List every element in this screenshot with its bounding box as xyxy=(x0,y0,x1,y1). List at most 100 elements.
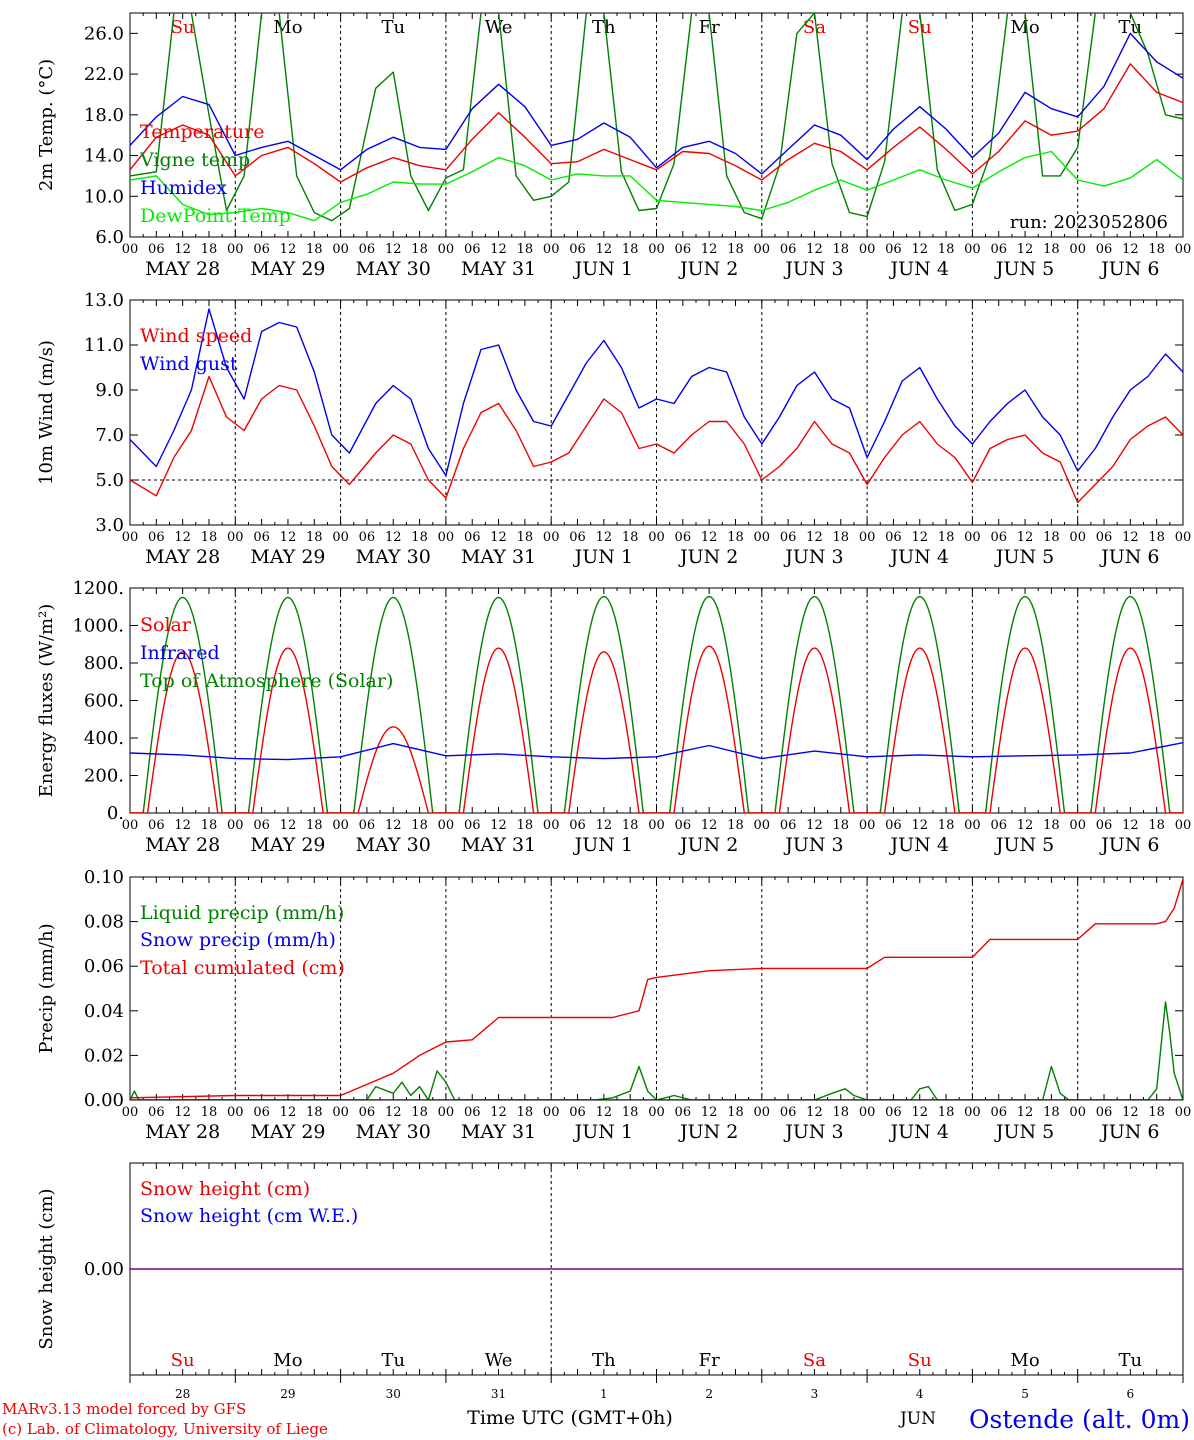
hour-label: 06 xyxy=(148,530,165,545)
hour-label: 06 xyxy=(359,818,376,833)
hour-label: 06 xyxy=(1096,242,1113,257)
hour-label: 06 xyxy=(1096,530,1113,545)
hour-label: 18 xyxy=(306,530,323,545)
day-number: 28 xyxy=(175,1387,190,1401)
hour-label: 12 xyxy=(806,818,823,833)
hour-label: 00 xyxy=(859,242,876,257)
date-label: JUN 4 xyxy=(889,546,949,568)
weekday-label: Fr xyxy=(699,17,720,38)
hour-label: 06 xyxy=(990,818,1007,833)
date-label: JUN 5 xyxy=(994,834,1054,856)
hour-label: 12 xyxy=(806,1105,823,1120)
hour-label: 00 xyxy=(1069,818,1086,833)
weekday-label: We xyxy=(485,17,513,38)
hour-label: 18 xyxy=(833,530,850,545)
legend-entry: Solar xyxy=(140,614,192,636)
hour-label: 12 xyxy=(806,242,823,257)
weekday-label: Th xyxy=(592,17,616,38)
hour-label: 12 xyxy=(385,1105,402,1120)
day-number: 6 xyxy=(1127,1387,1135,1401)
series-line-wind-gust xyxy=(130,308,1183,477)
hour-label: 06 xyxy=(780,818,797,833)
hour-label: 06 xyxy=(1096,818,1113,833)
hour-label: 00 xyxy=(543,242,560,257)
date-label: JUN 5 xyxy=(994,1121,1054,1143)
y-tick-label: 22.0 xyxy=(84,64,124,85)
hour-label: 12 xyxy=(1122,1105,1139,1120)
run-label: run: 2023052806 xyxy=(1010,212,1168,233)
date-label: JUN 1 xyxy=(573,834,633,856)
series-line-vigne-temp xyxy=(130,13,1183,222)
hour-label: 12 xyxy=(174,818,191,833)
hour-label: 06 xyxy=(885,242,902,257)
y-axis-title: 2m Temp. (°C) xyxy=(36,59,57,191)
series-line-temperature xyxy=(130,63,1183,183)
weekday-label: Fr xyxy=(699,1350,720,1371)
hour-label: 12 xyxy=(596,530,613,545)
date-label: MAY 29 xyxy=(250,1121,325,1143)
hour-label: 06 xyxy=(780,1105,797,1120)
hour-label: 18 xyxy=(306,242,323,257)
date-label: MAY 30 xyxy=(356,258,431,280)
hour-label: 00 xyxy=(122,1105,139,1120)
y-axis-title: Precip (mm/h) xyxy=(36,923,57,1053)
legend-entry: Snow height (cm) xyxy=(140,1178,310,1200)
hour-label: 06 xyxy=(148,818,165,833)
hour-label: 00 xyxy=(543,818,560,833)
hour-label: 00 xyxy=(332,530,349,545)
hour-label: 00 xyxy=(227,1105,244,1120)
hour-label: 00 xyxy=(754,818,771,833)
hour-label: 12 xyxy=(701,242,718,257)
legend-entry: Temperature xyxy=(140,121,264,143)
weekday-label: Mo xyxy=(273,17,302,38)
date-label: JUN 6 xyxy=(1099,1121,1159,1143)
hour-label: 06 xyxy=(675,530,692,545)
weekday-label: Su xyxy=(908,17,932,38)
hour-label: 06 xyxy=(675,1105,692,1120)
hour-label: 12 xyxy=(490,530,507,545)
credit-line-1: MARv3.13 model forced by GFS xyxy=(2,1400,246,1418)
hour-label: 18 xyxy=(938,530,955,545)
hour-label: 18 xyxy=(201,530,218,545)
hour-label: 06 xyxy=(359,242,376,257)
date-label: JUN 4 xyxy=(889,834,949,856)
hour-label: 00 xyxy=(1175,818,1192,833)
series-line-infrared xyxy=(130,742,1183,761)
date-label: MAY 28 xyxy=(145,834,220,856)
credit-line-2: (c) Lab. of Climatology, University of L… xyxy=(2,1420,328,1438)
hour-label: 12 xyxy=(806,530,823,545)
hour-label: 00 xyxy=(332,242,349,257)
hour-label: 06 xyxy=(253,1105,270,1120)
legend-entry: Wind speed xyxy=(140,325,252,347)
x-axis-title: Time UTC (GMT+0h) xyxy=(467,1407,673,1429)
y-tick-label: 10.0 xyxy=(84,186,124,207)
hour-label: 06 xyxy=(569,818,586,833)
series-line-humidex xyxy=(130,32,1183,175)
y-axis-title: Energy fluxes (W/m²) xyxy=(36,604,57,798)
hour-label: 00 xyxy=(648,818,665,833)
hour-label: 18 xyxy=(201,818,218,833)
plot-frame xyxy=(129,299,1184,526)
date-label: MAY 30 xyxy=(356,546,431,568)
y-tick-label: 18.0 xyxy=(84,105,124,126)
weekday-label: Tu xyxy=(381,1350,405,1371)
date-label: MAY 30 xyxy=(356,1121,431,1143)
date-label: JUN 5 xyxy=(994,546,1054,568)
date-label: JUN 2 xyxy=(678,834,738,856)
y-tick-label: 0.00 xyxy=(84,1090,124,1111)
legend-entry: Top of Atmosphere (Solar) xyxy=(140,670,393,692)
legend-entry: Liquid precip (mm/h) xyxy=(140,902,344,924)
series-line-dewpoint-temp xyxy=(130,150,1183,222)
hour-label: 00 xyxy=(1175,242,1192,257)
hour-label: 00 xyxy=(1175,530,1192,545)
hour-label: 18 xyxy=(411,818,428,833)
weekday-label: Mo xyxy=(273,1350,302,1371)
hour-label: 00 xyxy=(964,1105,981,1120)
hour-label: 06 xyxy=(253,818,270,833)
weekday-label: Tu xyxy=(381,17,405,38)
weekday-label: Su xyxy=(171,17,195,38)
y-tick-label: 0.00 xyxy=(84,1259,124,1280)
hour-label: 00 xyxy=(543,530,560,545)
hour-label: 06 xyxy=(675,242,692,257)
hour-label: 00 xyxy=(754,1105,771,1120)
